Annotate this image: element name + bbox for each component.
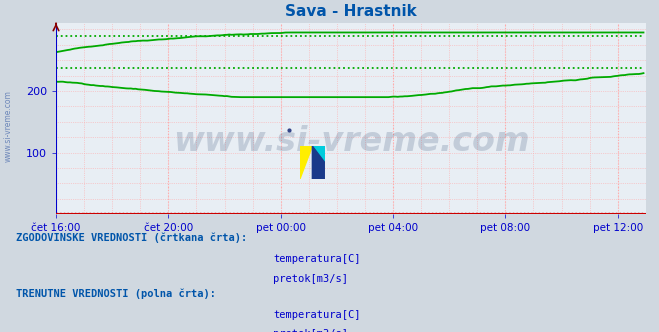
Text: pretok[m3/s]: pretok[m3/s] <box>273 329 349 332</box>
Polygon shape <box>300 146 312 179</box>
Polygon shape <box>312 146 325 163</box>
Text: temperatura[C]: temperatura[C] <box>273 310 361 320</box>
Text: TRENUTNE VREDNOSTI (polna črta):: TRENUTNE VREDNOSTI (polna črta): <box>16 289 216 299</box>
Text: www.si-vreme.com: www.si-vreme.com <box>3 90 13 162</box>
Text: www.si-vreme.com: www.si-vreme.com <box>173 125 529 158</box>
Title: Sava - Hrastnik: Sava - Hrastnik <box>285 4 416 19</box>
Text: temperatura[C]: temperatura[C] <box>273 254 361 264</box>
Text: ZGODOVINSKE VREDNOSTI (črtkana črta):: ZGODOVINSKE VREDNOSTI (črtkana črta): <box>16 232 248 243</box>
Polygon shape <box>312 146 325 179</box>
Text: pretok[m3/s]: pretok[m3/s] <box>273 274 349 284</box>
